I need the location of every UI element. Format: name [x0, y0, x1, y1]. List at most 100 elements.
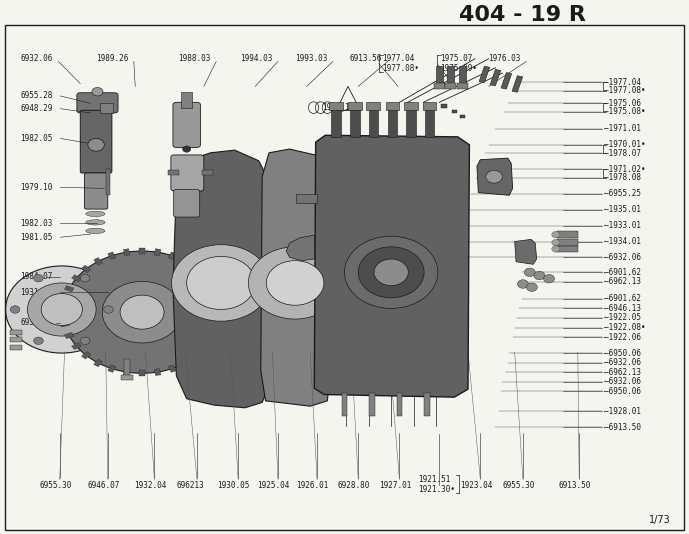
Circle shape	[10, 306, 20, 313]
Bar	[10, 344, 22, 350]
Bar	[181, 92, 192, 108]
Text: –1978.08: –1978.08	[604, 173, 641, 182]
Bar	[193, 351, 203, 359]
Text: –1922.08•: –1922.08•	[604, 323, 646, 332]
Bar	[369, 394, 375, 416]
Bar	[369, 108, 378, 137]
Bar	[296, 194, 317, 203]
Bar	[490, 69, 501, 86]
Bar	[59, 310, 68, 315]
Text: 1989.26: 1989.26	[96, 54, 128, 63]
Text: 6955.28: 6955.28	[21, 91, 53, 100]
Text: –6932.06: –6932.06	[604, 377, 641, 386]
Bar	[203, 170, 214, 175]
Circle shape	[266, 261, 324, 305]
Text: –6913.50: –6913.50	[604, 423, 641, 432]
Bar	[94, 359, 103, 367]
Circle shape	[249, 247, 342, 319]
Polygon shape	[260, 149, 331, 406]
Bar	[210, 332, 220, 339]
Bar	[445, 83, 456, 89]
Bar	[64, 286, 74, 292]
Text: –1977.04: –1977.04	[604, 77, 641, 87]
Bar	[168, 170, 179, 175]
Bar	[425, 108, 434, 137]
Circle shape	[88, 138, 104, 151]
Text: 1932.04: 1932.04	[134, 481, 166, 490]
Bar	[123, 368, 130, 375]
Text: 1976.03: 1976.03	[489, 54, 521, 63]
Text: 1975.11: 1975.11	[322, 103, 355, 112]
Bar	[60, 321, 69, 327]
Bar	[557, 231, 578, 238]
Ellipse shape	[86, 219, 105, 225]
Bar	[433, 83, 444, 89]
Text: 6955.30: 6955.30	[39, 481, 72, 490]
Text: 6913.50: 6913.50	[559, 481, 591, 490]
Circle shape	[344, 236, 438, 309]
Text: –1935.01: –1935.01	[604, 205, 641, 214]
Text: –1922.05: –1922.05	[604, 313, 641, 323]
Circle shape	[41, 294, 83, 325]
Text: –6950.06: –6950.06	[604, 349, 641, 358]
Text: 1921.30•: 1921.30•	[418, 484, 455, 493]
Text: –6901.62: –6901.62	[604, 268, 641, 277]
Bar	[60, 297, 69, 303]
Bar	[10, 337, 22, 342]
Bar	[181, 359, 190, 367]
Bar	[210, 286, 220, 292]
Text: 1988.03: 1988.03	[178, 54, 211, 63]
Text: 1977.04: 1977.04	[382, 54, 415, 63]
Bar	[139, 370, 145, 376]
Bar	[107, 365, 116, 372]
Text: 1931.02: 1931.02	[21, 288, 53, 297]
Bar	[350, 108, 360, 137]
Bar	[329, 103, 343, 110]
Bar	[154, 368, 161, 375]
Text: 693215: 693215	[21, 318, 48, 327]
Text: 1/73: 1/73	[649, 515, 670, 524]
Bar	[479, 66, 490, 83]
FancyBboxPatch shape	[174, 190, 200, 217]
Text: 1984.07: 1984.07	[21, 272, 53, 281]
Text: 404 - 19 R: 404 - 19 R	[460, 5, 586, 25]
Bar	[81, 265, 91, 273]
Circle shape	[187, 256, 256, 310]
Text: 1921.51: 1921.51	[418, 475, 451, 484]
Bar	[557, 246, 578, 252]
Circle shape	[81, 337, 90, 344]
Bar	[72, 342, 81, 350]
FancyBboxPatch shape	[173, 103, 200, 147]
Bar	[107, 252, 116, 260]
Bar	[386, 103, 400, 110]
Bar	[457, 83, 468, 89]
Bar	[424, 394, 430, 416]
Circle shape	[34, 337, 43, 344]
Circle shape	[183, 146, 191, 152]
Bar	[441, 105, 446, 108]
Circle shape	[534, 271, 545, 280]
Polygon shape	[477, 158, 513, 195]
Circle shape	[517, 280, 528, 288]
Bar	[557, 239, 578, 246]
Text: –1934.01: –1934.01	[604, 237, 641, 246]
Text: 6932.06: 6932.06	[21, 54, 53, 63]
Circle shape	[34, 274, 43, 282]
Text: –6962.13: –6962.13	[604, 368, 641, 376]
Circle shape	[552, 246, 560, 252]
Bar	[123, 249, 130, 256]
Bar	[100, 104, 112, 113]
Circle shape	[552, 239, 560, 246]
Text: –6901.62: –6901.62	[604, 294, 641, 303]
Bar	[407, 108, 416, 137]
FancyBboxPatch shape	[77, 93, 118, 113]
Bar	[423, 103, 436, 110]
Polygon shape	[173, 150, 276, 408]
Bar	[388, 108, 398, 137]
Circle shape	[102, 281, 182, 343]
Bar	[72, 274, 81, 282]
Bar	[424, 105, 430, 108]
Text: 1923.04: 1923.04	[460, 481, 492, 490]
Circle shape	[63, 251, 221, 373]
Bar	[407, 105, 413, 108]
